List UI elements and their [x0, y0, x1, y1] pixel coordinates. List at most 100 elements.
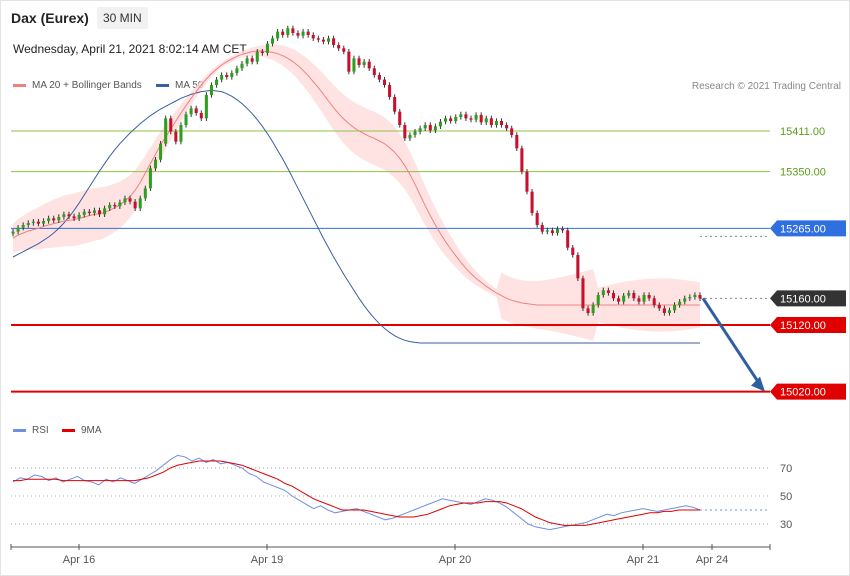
rsi-line — [12, 454, 701, 531]
candle-21 — [118, 202, 122, 207]
candle-61 — [321, 39, 325, 42]
candle-130 — [673, 305, 677, 311]
candle-9 — [57, 217, 61, 221]
candle-69 — [362, 61, 366, 65]
candle-108 — [561, 229, 565, 231]
candle-74 — [388, 85, 392, 97]
candle-126 — [652, 298, 656, 305]
candle-94 — [489, 118, 493, 125]
candle-62 — [326, 38, 331, 42]
candle-6 — [42, 221, 46, 224]
candle-67 — [352, 58, 356, 72]
candle-85 — [444, 118, 448, 122]
ma20-swatch — [13, 84, 26, 87]
candle-110 — [571, 247, 575, 255]
forecast-arrow-shaft — [701, 297, 762, 386]
candle-65 — [342, 48, 346, 52]
candle-119 — [617, 298, 621, 302]
candle-96 — [500, 121, 504, 125]
x-tick-label-3: Apr 21 — [627, 554, 659, 566]
candle-11 — [67, 214, 71, 217]
candle-115 — [596, 295, 600, 305]
candle-98 — [510, 128, 514, 135]
candle-113 — [586, 308, 590, 313]
candle-82 — [428, 125, 432, 131]
candle-123 — [637, 298, 641, 302]
candle-35 — [189, 108, 193, 115]
candle-112 — [581, 278, 585, 309]
candle-121 — [627, 293, 631, 296]
level-label-4: 15120.00 — [780, 320, 826, 332]
candle-71 — [372, 68, 376, 75]
candle-95 — [494, 121, 498, 125]
candle-116 — [601, 290, 605, 295]
candle-76 — [398, 111, 402, 125]
candle-29 — [159, 143, 163, 160]
candle-79 — [413, 131, 417, 135]
candle-83 — [433, 126, 437, 131]
timestamp: Wednesday, April 21, 2021 8:02:14 AM CET — [13, 42, 247, 56]
candle-39 — [209, 85, 213, 95]
candle-7 — [47, 218, 51, 221]
candle-48 — [255, 51, 259, 62]
candle-49 — [260, 51, 264, 53]
candle-86 — [449, 118, 453, 121]
candle-51 — [271, 38, 275, 44]
candle-84 — [438, 121, 442, 127]
credit: Research © 2021 Trading Central — [691, 81, 841, 92]
level-tag-2 — [770, 220, 846, 237]
candle-97 — [505, 125, 509, 129]
candle-17 — [97, 210, 102, 215]
candle-131 — [678, 301, 682, 305]
candle-106 — [550, 230, 554, 233]
candle-47 — [250, 58, 254, 62]
candle-46 — [245, 58, 249, 64]
candle-81 — [423, 125, 427, 129]
candle-63 — [332, 38, 336, 45]
candle-23 — [128, 198, 132, 202]
candle-132 — [683, 298, 687, 302]
legend-rsi-ma-label: 9MA — [81, 425, 102, 436]
candle-28 — [153, 159, 158, 169]
level-tag-3 — [770, 290, 846, 307]
candle-5 — [36, 221, 40, 224]
candle-104 — [540, 225, 544, 232]
candle-42 — [225, 75, 229, 77]
level-label-3: 15160.00 — [780, 293, 826, 305]
candle-34 — [184, 114, 188, 125]
forecast-arrow-head — [751, 376, 765, 392]
rsi-tick-2: 30 — [780, 519, 792, 531]
legend-rsi-label: RSI — [32, 425, 49, 436]
candle-92 — [479, 115, 483, 123]
candle-60 — [316, 38, 320, 40]
rsi-swatch — [13, 429, 26, 432]
candle-114 — [591, 305, 595, 313]
candle-56 — [296, 33, 300, 36]
candle-102 — [530, 191, 534, 213]
level-label-0: 15411.00 — [780, 126, 825, 138]
candle-55 — [291, 28, 295, 33]
candle-72 — [377, 75, 381, 80]
candle-13 — [77, 215, 81, 219]
candle-53 — [281, 31, 285, 35]
candle-52 — [276, 31, 280, 39]
candle-75 — [393, 97, 397, 112]
candle-0 — [11, 231, 15, 234]
candle-30 — [164, 118, 168, 144]
candle-129 — [667, 310, 671, 313]
candle-41 — [220, 75, 224, 80]
candle-80 — [418, 128, 422, 132]
candle-101 — [525, 171, 529, 192]
timeframe-button[interactable]: 30 MIN — [97, 7, 148, 29]
level-label-5: 15020.00 — [780, 387, 826, 399]
candle-124 — [642, 295, 646, 302]
legend-ma50-label: MA 50 — [175, 80, 204, 91]
candle-8 — [52, 218, 56, 221]
candle-18 — [103, 208, 107, 215]
candle-122 — [632, 293, 636, 299]
candle-25 — [138, 198, 142, 209]
candle-20 — [113, 205, 117, 207]
rsi-tick-0: 70 — [780, 463, 792, 475]
level-tag-5 — [770, 383, 846, 400]
